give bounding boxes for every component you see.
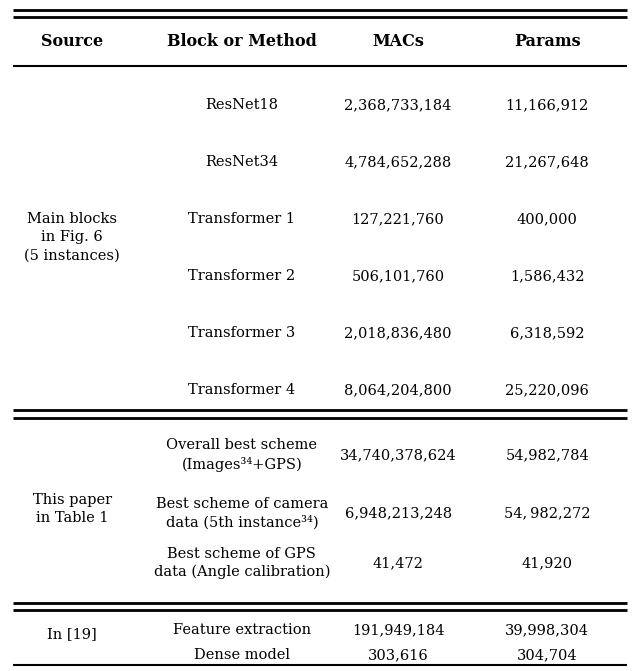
Text: Best scheme of camera
data (5th instance³⁴): Best scheme of camera data (5th instance… [156,497,328,529]
Text: MACs: MACs [372,34,424,50]
Text: 54,982,784: 54,982,784 [506,448,589,462]
Text: Feature extraction: Feature extraction [173,623,311,637]
Text: 54, 982,272: 54, 982,272 [504,506,591,520]
Text: Main blocks
in Fig. 6
(5 instances): Main blocks in Fig. 6 (5 instances) [24,211,120,262]
Text: 400,000: 400,000 [516,212,578,226]
Text: 304,704: 304,704 [517,648,577,662]
Text: 6,948,213,248: 6,948,213,248 [344,506,452,520]
Text: 303,616: 303,616 [368,648,428,662]
Text: Block or Method: Block or Method [167,34,317,50]
Text: Transformer 1: Transformer 1 [188,212,296,226]
Text: 41,920: 41,920 [522,556,573,570]
Text: Transformer 3: Transformer 3 [188,326,296,340]
Text: 11,166,912: 11,166,912 [506,98,589,112]
Text: 21,267,648: 21,267,648 [506,155,589,169]
Text: 506,101,760: 506,101,760 [351,269,445,283]
Text: Source: Source [41,34,104,50]
Text: ResNet18: ResNet18 [205,98,278,112]
Text: ResNet34: ResNet34 [205,155,278,169]
Text: 4,784,652,288: 4,784,652,288 [344,155,452,169]
Text: 25,220,096: 25,220,096 [505,383,589,397]
Text: 191,949,184: 191,949,184 [352,623,444,637]
Text: Transformer 4: Transformer 4 [188,383,296,397]
Text: 6,318,592: 6,318,592 [510,326,584,340]
Text: 39,998,304: 39,998,304 [505,623,589,637]
Text: Transformer 2: Transformer 2 [188,269,296,283]
Text: 1,586,432: 1,586,432 [510,269,584,283]
Text: 8,064,204,800: 8,064,204,800 [344,383,452,397]
Text: This paper
in Table 1: This paper in Table 1 [33,493,112,525]
Text: 34,740,378,624: 34,740,378,624 [340,448,456,462]
Text: 2,368,733,184: 2,368,733,184 [344,98,452,112]
Text: 127,221,760: 127,221,760 [352,212,444,226]
Text: 2,018,836,480: 2,018,836,480 [344,326,452,340]
Text: Dense model: Dense model [194,648,290,662]
Text: In [19]: In [19] [47,627,97,641]
Text: Overall best scheme
(Images³⁴+GPS): Overall best scheme (Images³⁴+GPS) [166,438,317,472]
Text: 41,472: 41,472 [372,556,424,570]
Text: Params: Params [514,34,580,50]
Text: Best scheme of GPS
data (Angle calibration): Best scheme of GPS data (Angle calibrati… [154,546,330,580]
